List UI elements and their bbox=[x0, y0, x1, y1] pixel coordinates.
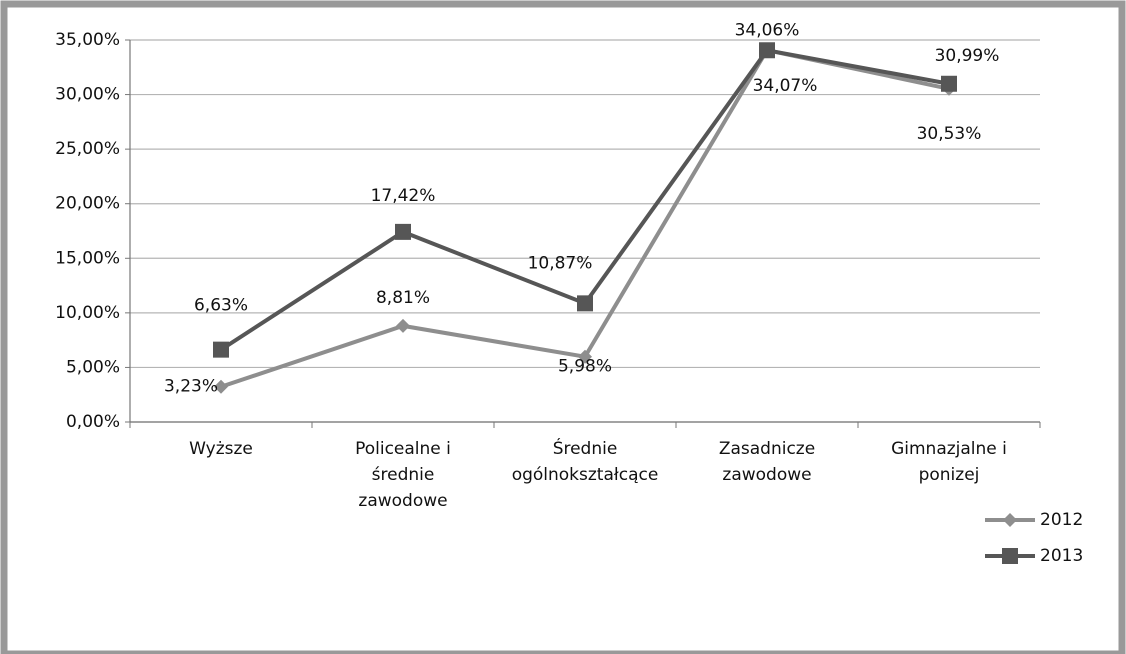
x-tick-label: Wyższe bbox=[189, 439, 253, 459]
x-tick-label: Gimnazjalne i ponizej bbox=[891, 439, 1007, 485]
point bbox=[395, 223, 411, 240]
point bbox=[941, 75, 957, 92]
data-label: 30,99% bbox=[935, 46, 1000, 66]
legend-marker bbox=[1003, 513, 1017, 527]
data-label: 8,81% bbox=[376, 288, 430, 308]
data-label: 3,23% bbox=[164, 377, 218, 397]
series-line bbox=[220, 47, 950, 389]
data-label: 17,42% bbox=[371, 186, 436, 206]
point bbox=[759, 42, 775, 59]
y-tick-label: 10,00% bbox=[55, 303, 120, 323]
y-tick-label: 25,00% bbox=[55, 139, 120, 159]
x-tick-label: Zasadnicze zawodowe bbox=[718, 439, 816, 485]
y-tick-label: 15,00% bbox=[55, 248, 120, 268]
y-tick-label: 35,00% bbox=[55, 30, 120, 50]
data-label: 30,53% bbox=[917, 124, 982, 144]
y-tick-label: 0,00% bbox=[66, 412, 120, 432]
point bbox=[214, 379, 228, 394]
legend-marker bbox=[1002, 548, 1018, 564]
data-label: 34,06% bbox=[735, 20, 800, 40]
y-tick-label: 5,00% bbox=[66, 357, 120, 377]
point bbox=[578, 349, 592, 364]
data-label: 34,07% bbox=[753, 76, 818, 96]
legend-label: 2013 bbox=[1040, 546, 1083, 566]
point bbox=[213, 341, 229, 358]
data-label: 6,63% bbox=[194, 296, 248, 316]
x-tick-label: Średnie ogólnokształcące bbox=[511, 439, 659, 485]
point bbox=[577, 295, 593, 312]
y-tick-label: 20,00% bbox=[55, 194, 120, 214]
point bbox=[396, 318, 410, 333]
data-label: 5,98% bbox=[558, 357, 612, 377]
y-tick-label: 30,00% bbox=[55, 85, 120, 105]
data-label: 10,87% bbox=[528, 253, 593, 273]
legend-label: 2012 bbox=[1040, 510, 1083, 530]
x-tick-label: Policealne i średnie zawodowe bbox=[355, 439, 451, 511]
